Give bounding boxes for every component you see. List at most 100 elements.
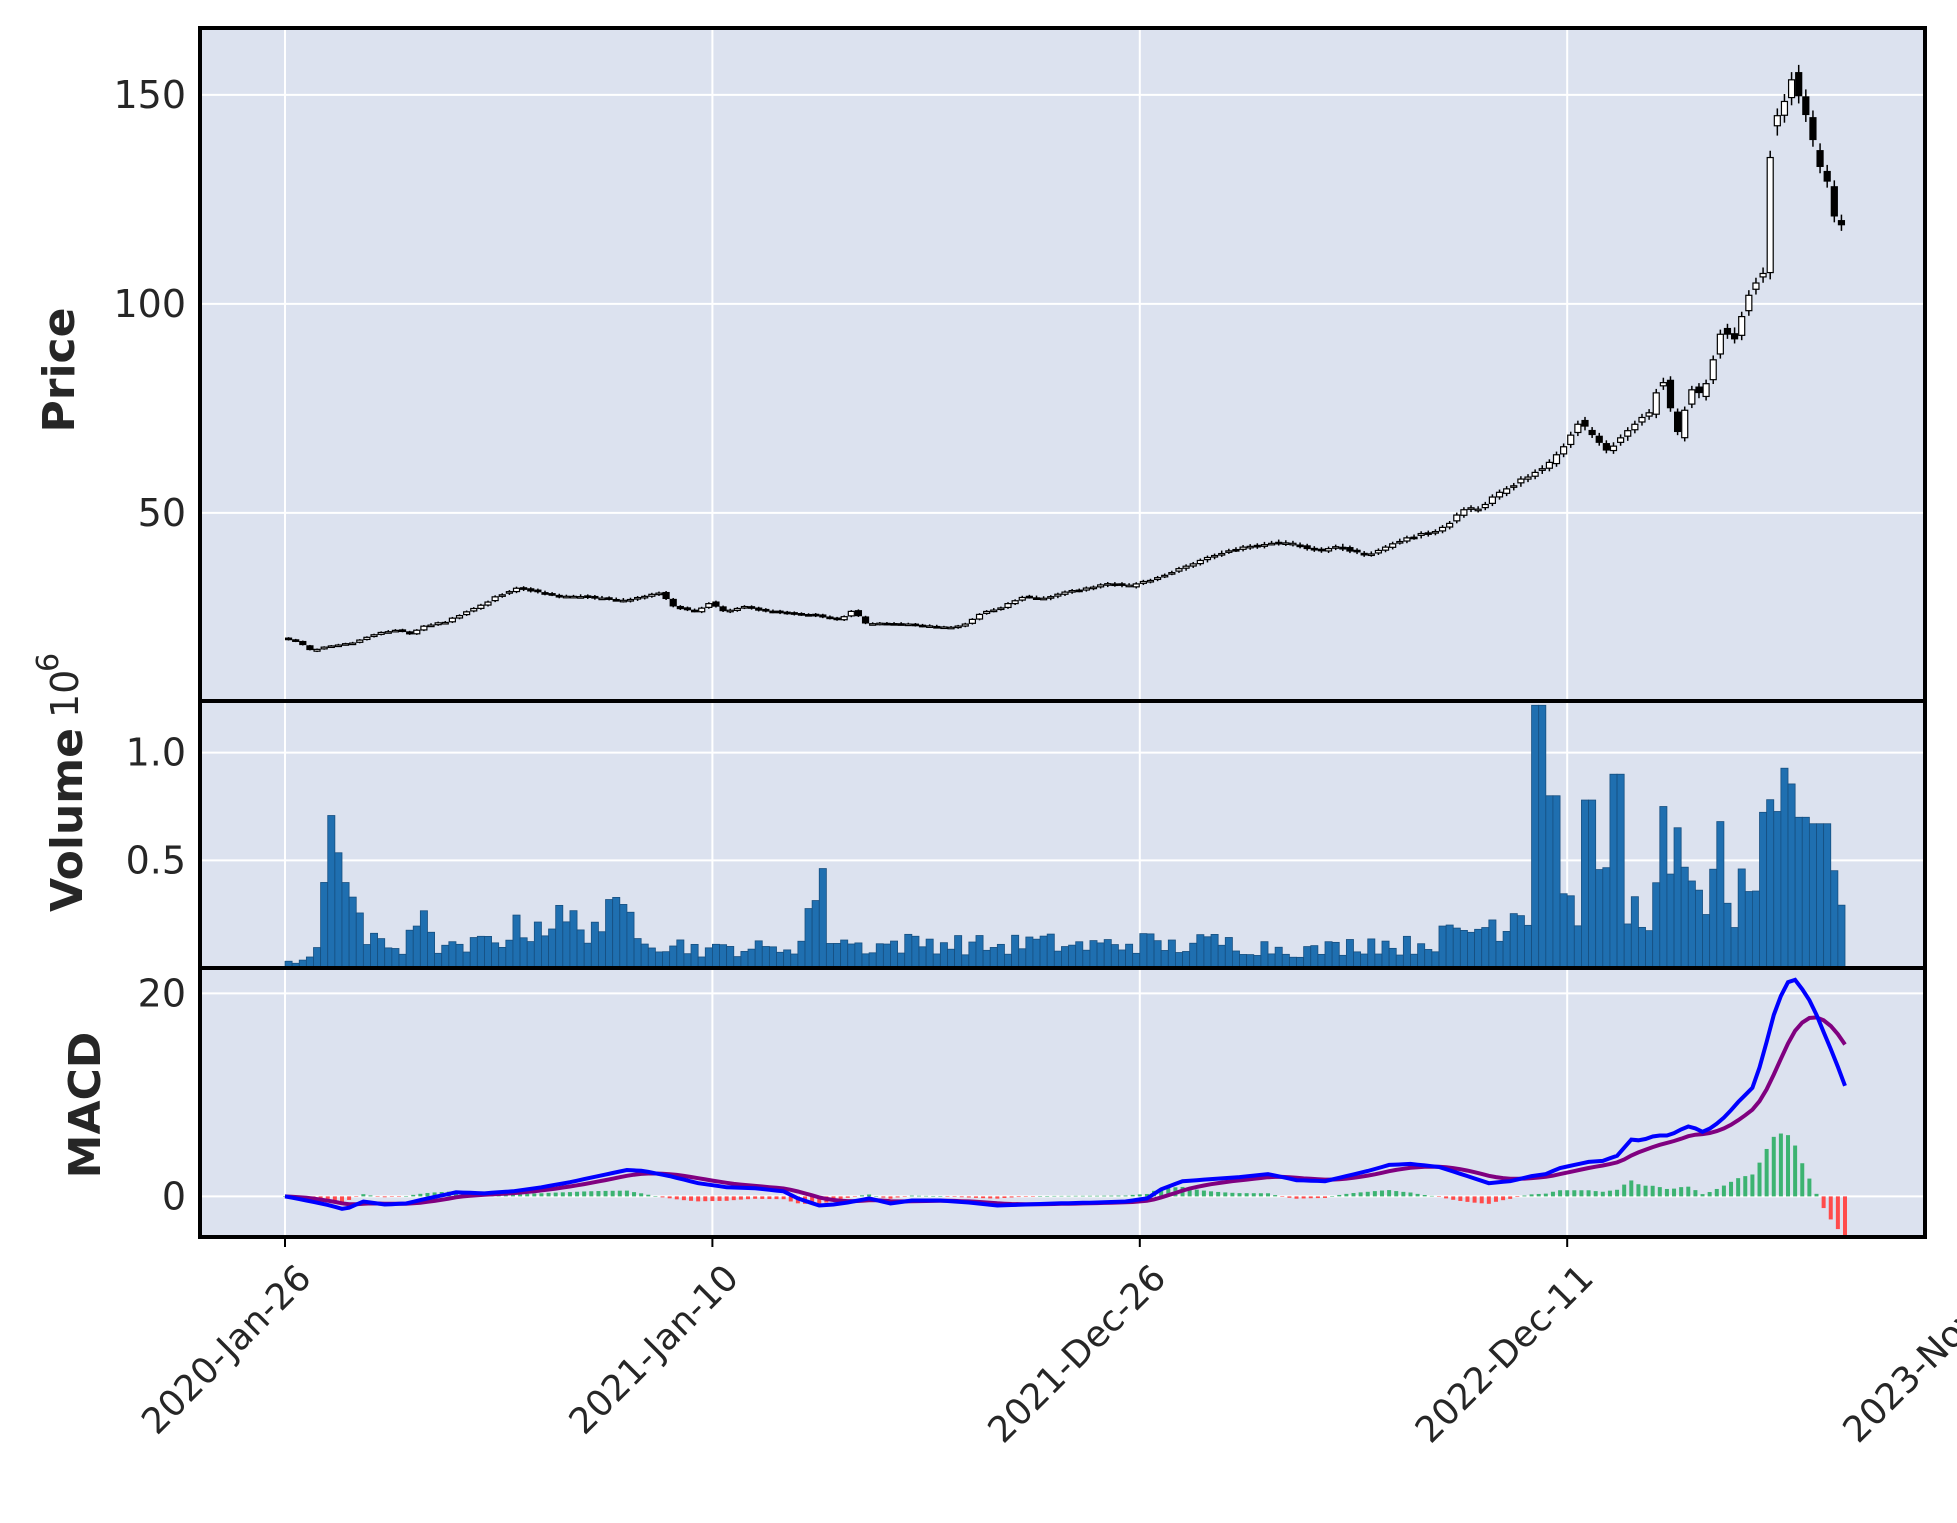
candle-body <box>1111 583 1119 587</box>
candle-body <box>1524 476 1532 480</box>
volume-bar <box>790 953 799 969</box>
candle-body <box>676 605 684 610</box>
candle-body <box>534 589 542 593</box>
volume-bar <box>476 935 485 969</box>
candle-body <box>1246 545 1254 549</box>
macd-histogram-bar <box>981 1196 986 1199</box>
macd-histogram-bar <box>1686 1186 1691 1197</box>
volume-bar <box>840 939 849 969</box>
candle-body <box>477 604 485 609</box>
candle-body <box>591 595 599 599</box>
volume-bar <box>1516 915 1525 969</box>
candle-body <box>1460 509 1468 516</box>
candle-body <box>1175 568 1183 572</box>
candle-body <box>904 623 912 627</box>
macd-histogram-bar <box>753 1196 758 1199</box>
macd-histogram-bar <box>1244 1193 1249 1197</box>
macd-axis-title: MACD <box>60 1032 111 1179</box>
volume-axis-title: Volume <box>42 728 93 912</box>
volume-bar <box>1103 939 1112 969</box>
volume-bar <box>989 947 998 969</box>
candle-body <box>1723 327 1732 335</box>
candle-body <box>284 637 293 641</box>
volume-bar <box>1680 866 1689 969</box>
macd-histogram-bar <box>653 1196 658 1197</box>
candle-body <box>1139 580 1147 584</box>
volume-bar <box>612 897 621 969</box>
volume-bar <box>1723 902 1732 969</box>
candle-body <box>1837 220 1846 226</box>
candle-body <box>1823 170 1831 182</box>
volume-bar <box>1801 816 1810 969</box>
volume-bar <box>320 882 329 969</box>
macd-histogram-bar <box>1807 1178 1812 1197</box>
volume-bar <box>1146 933 1155 969</box>
macd-histogram-bar <box>1643 1185 1648 1197</box>
macd-ytick-label: 20 <box>138 971 186 1015</box>
macd-histogram-bar <box>1187 1188 1192 1197</box>
volume-bar <box>947 948 955 969</box>
volume-bar <box>541 935 549 969</box>
macd-histogram-bar <box>1280 1196 1285 1197</box>
volume-bar <box>1089 940 1098 969</box>
volume-bar <box>1531 704 1540 969</box>
macd-histogram-bar <box>710 1196 715 1202</box>
macd-histogram-bar <box>902 1196 907 1197</box>
volume-bar <box>1474 928 1483 969</box>
macd-histogram-bar <box>717 1196 722 1201</box>
macd-histogram-bar <box>1757 1162 1762 1197</box>
candle-body <box>1054 593 1062 597</box>
candle-body <box>854 610 863 617</box>
candle-body <box>726 609 734 613</box>
volume-bar <box>1773 811 1782 969</box>
volume-bar <box>1716 821 1725 969</box>
candle-body <box>1104 583 1112 586</box>
candle-body <box>1503 488 1511 494</box>
macd-histogram-bar <box>1714 1188 1719 1197</box>
volume-bar <box>1153 940 1162 969</box>
volume-bar <box>391 948 400 969</box>
volume-bar <box>1702 914 1711 969</box>
candle-body <box>1545 461 1553 469</box>
macd-histogram-bar <box>1130 1194 1135 1197</box>
candle-body <box>755 607 763 611</box>
candle-body <box>470 607 478 612</box>
candle-body <box>1182 565 1190 569</box>
candle-body <box>1588 429 1596 436</box>
volume-bar <box>662 951 671 969</box>
macd-histogram-bar <box>1444 1196 1449 1199</box>
volume-bar <box>334 852 343 969</box>
macd-histogram-bar <box>1080 1195 1085 1197</box>
macd-histogram-bar <box>1493 1196 1498 1202</box>
macd-histogram-bar <box>1622 1184 1627 1197</box>
volume-bar <box>897 952 906 969</box>
macd-histogram-bar <box>966 1196 971 1198</box>
candle-body <box>1260 544 1269 547</box>
volume-bar <box>1616 773 1625 969</box>
macd-histogram-bar <box>567 1192 572 1197</box>
macd-histogram-bar <box>1515 1196 1520 1198</box>
macd-histogram-bar <box>1558 1190 1563 1197</box>
candle-body <box>776 610 784 614</box>
macd-histogram-bar <box>1629 1180 1634 1197</box>
candle-body <box>1552 454 1561 465</box>
macd-histogram-bar <box>1429 1195 1434 1197</box>
candle-body <box>1730 333 1739 340</box>
volume-bar <box>683 953 692 969</box>
macd-histogram-bar <box>1529 1194 1534 1197</box>
candle-body <box>1068 589 1076 593</box>
macd-histogram-bar <box>1778 1133 1783 1197</box>
volume-bar <box>362 944 371 969</box>
candle-body <box>740 605 749 609</box>
macd-histogram-bar <box>1194 1189 1199 1197</box>
macd-histogram-bar <box>1308 1196 1313 1199</box>
candle-body <box>1040 597 1048 601</box>
volume-bar <box>1538 704 1547 969</box>
macd-histogram-bar <box>1764 1148 1769 1197</box>
volume-bar <box>1673 827 1682 969</box>
macd-histogram-bar <box>746 1196 751 1200</box>
volume-bar <box>1787 783 1796 969</box>
candle-body <box>1581 419 1589 427</box>
candle-body <box>926 625 934 628</box>
volume-bar <box>462 951 471 969</box>
